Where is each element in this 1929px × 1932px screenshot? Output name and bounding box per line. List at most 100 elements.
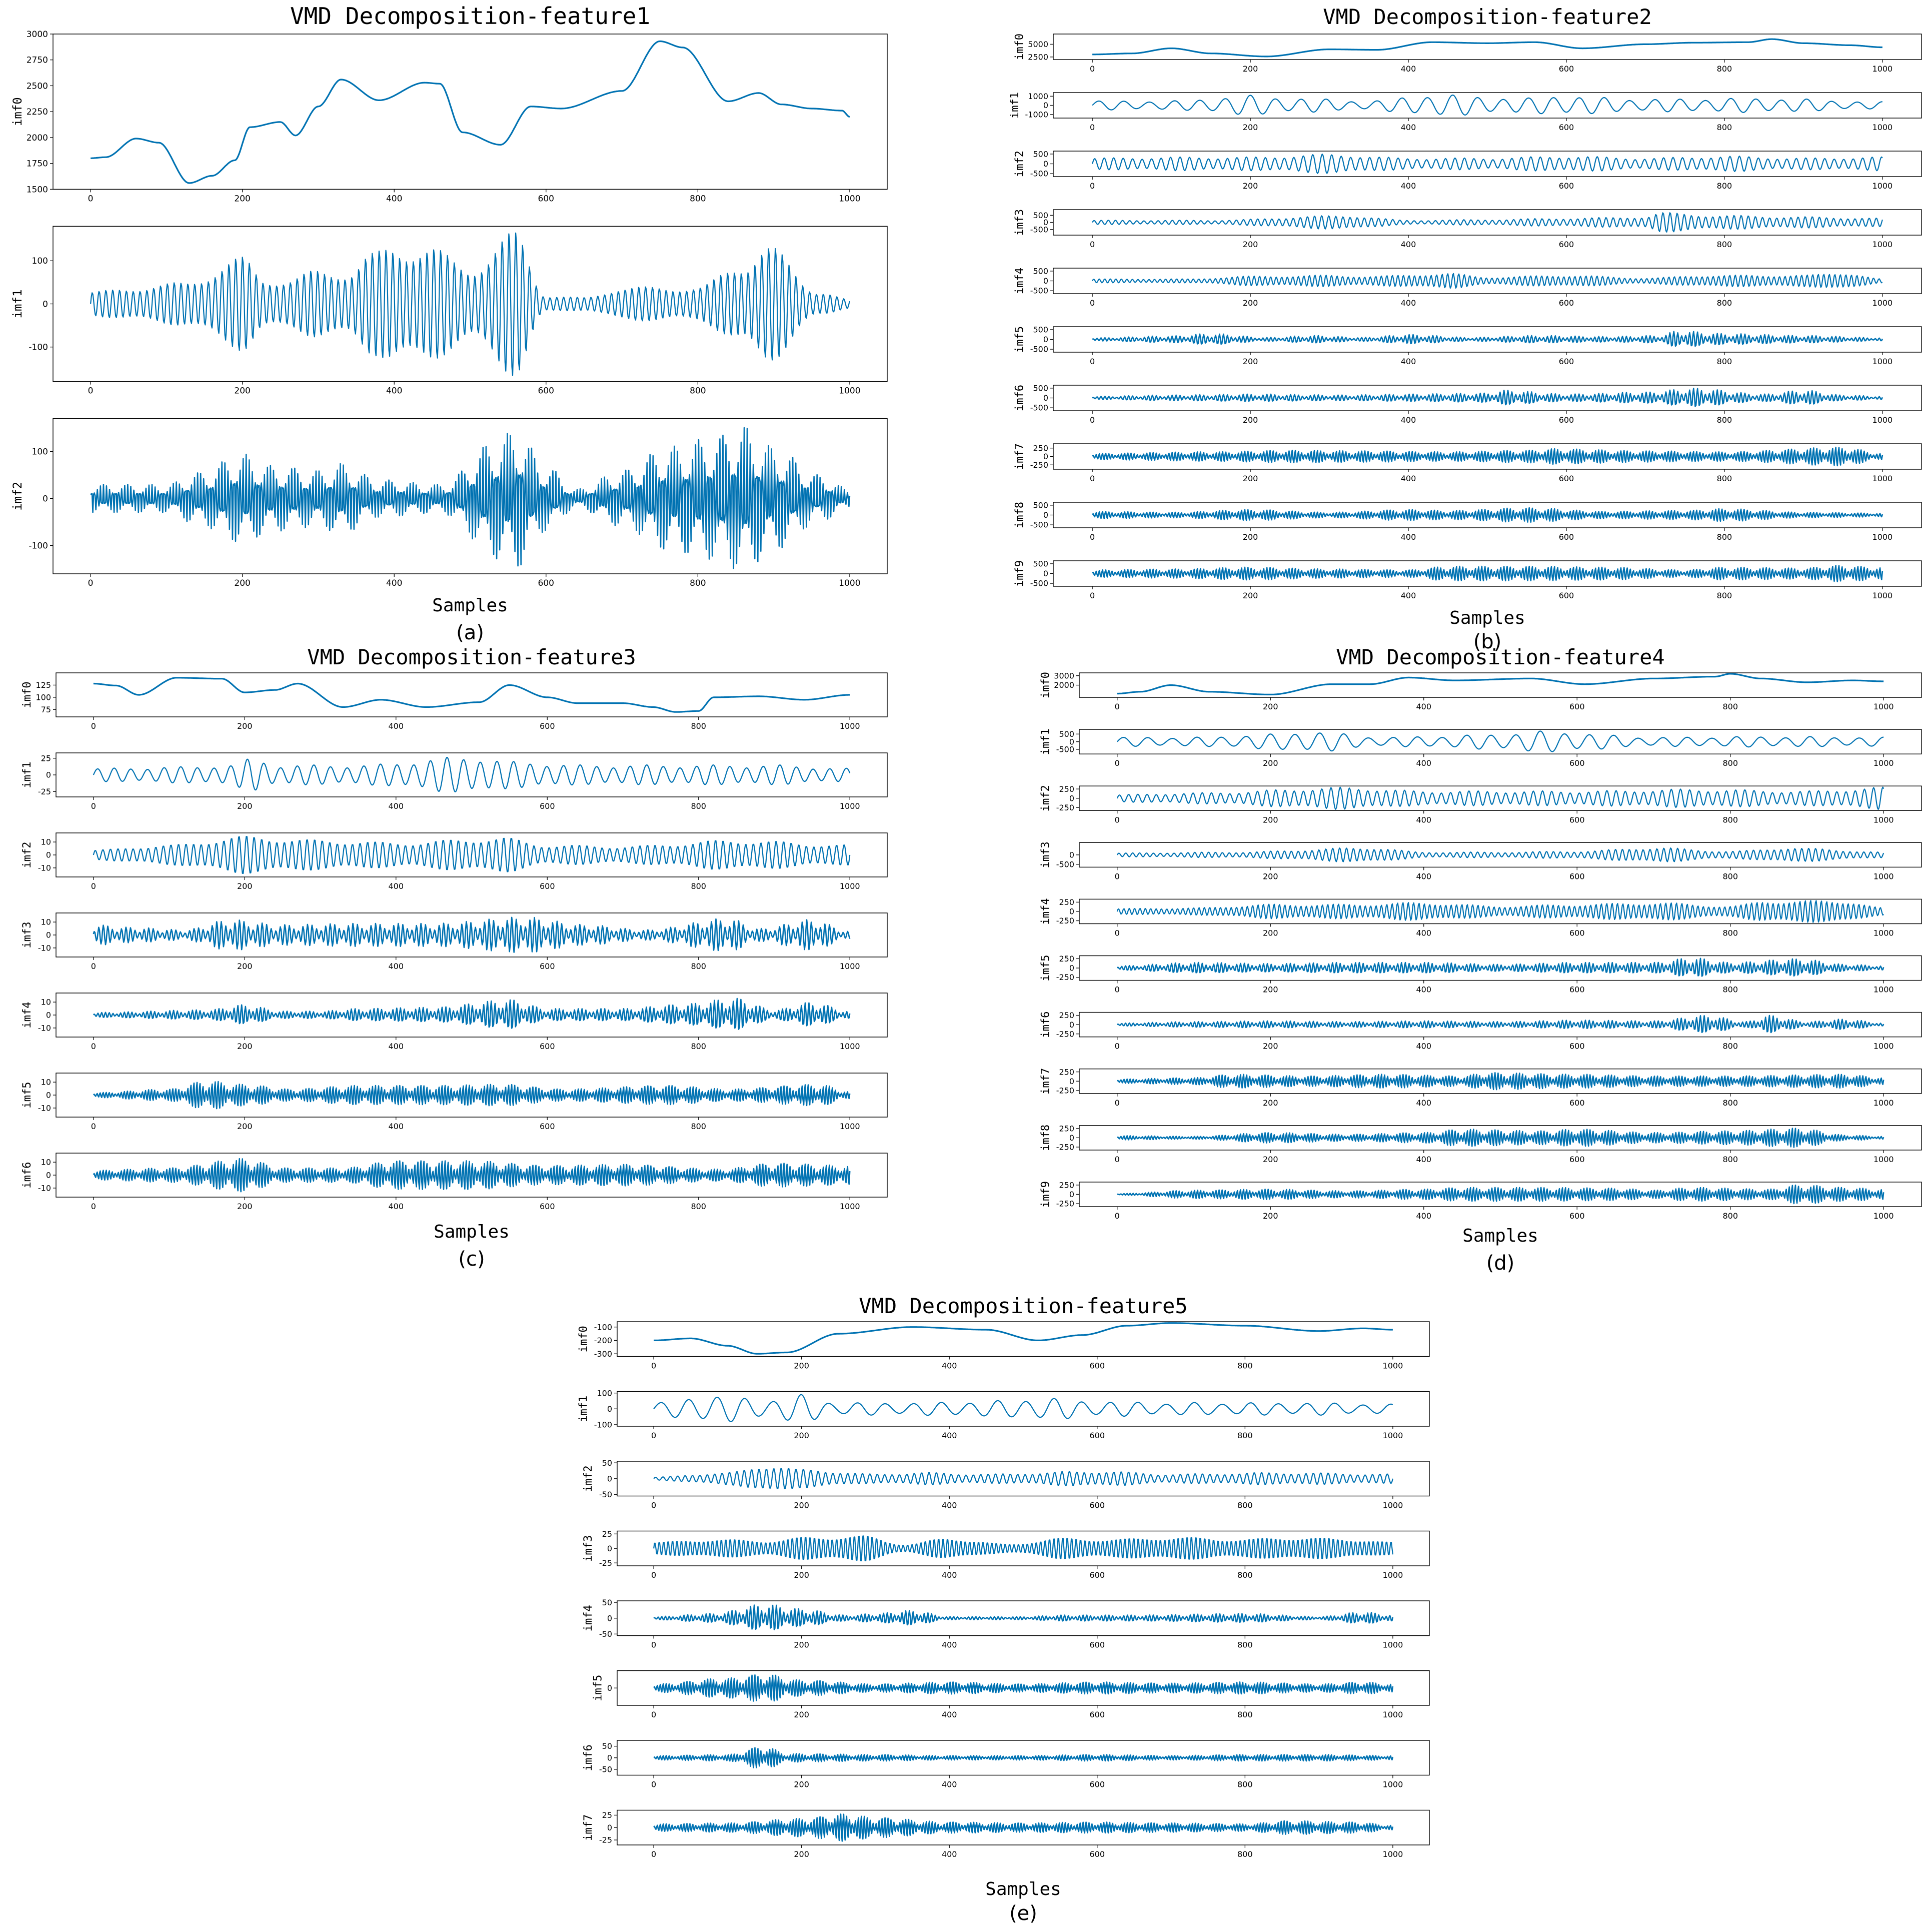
x-tick-label: 400 [388,961,404,971]
x-tick-label: 800 [1237,1361,1253,1371]
x-tick-label: 1000 [1383,1640,1403,1650]
x-tick-label: 0 [1090,415,1095,425]
x-tick-label: 1000 [839,578,860,588]
series-line-imf5 [653,1674,1394,1702]
x-tick-label: 0 [1115,1098,1120,1108]
x-tick-label: 800 [1717,298,1732,308]
subplot-imf1: 0 200 400 600 800 1000 25 0 -25 imf1 [21,752,888,811]
x-tick-label: 200 [1263,1155,1278,1164]
chart-panel-2: VMD Decomposition-feature2 0 200 400 600 800 1… [1009,5,1922,653]
x-tick-label: 1000 [839,386,860,396]
y-axis-label: imf6 [1040,1012,1052,1038]
x-tick-label: 200 [1243,181,1258,191]
x-tick-label: 600 [1569,1098,1585,1108]
y-tick-label: -50 [599,1490,612,1499]
y-tick-label: -200 [594,1336,612,1345]
y-tick-label: -10 [38,1183,51,1193]
y-tick-label: -50 [599,1765,612,1774]
x-tick-label: 600 [540,881,555,891]
x-tick-label: 0 [1115,1155,1120,1164]
y-tick-label: -100 [594,1420,612,1429]
y-tick-label: 5000 [1028,40,1048,49]
x-tick-label: 400 [1416,871,1431,881]
x-tick-label: 400 [1401,357,1416,366]
y-axis-label: imf0 [1040,672,1052,698]
y-tick-label: 0 [607,1613,612,1623]
y-tick-label: 0 [46,850,51,860]
x-tick-label: 200 [1243,123,1258,132]
x-tick-label: 1000 [1872,240,1893,249]
y-tick-label: 0 [607,1544,612,1553]
y-tick-label: 0 [1069,907,1074,916]
x-tick-label: 800 [1717,532,1732,542]
y-tick-label: -25 [599,1835,612,1845]
x-tick-label: 600 [1559,357,1574,366]
y-tick-label: 2500 [1028,53,1048,62]
x-tick-label: 800 [1717,415,1732,425]
x-tick-label: 600 [1569,1042,1585,1051]
x-tick-label: 1000 [1873,985,1894,995]
y-tick-label: 10 [41,1158,51,1167]
series-line-imf8 [1117,1128,1884,1148]
subplot-imf0: 0 200 400 600 800 1000 1500 1750 2000 2250 2500 275… [11,30,888,204]
y-tick-label: 0 [607,1753,612,1762]
x-tick-label: 0 [651,1710,656,1719]
y-tick-label: 0 [607,1404,612,1414]
x-tick-label: 400 [1401,415,1416,425]
subplot-imf6: 0 200 400 600 800 1000 10 0 -10 imf6 [21,1153,888,1211]
x-tick-label: 0 [1090,181,1095,191]
x-tick-label: 400 [942,1570,957,1580]
y-axis-label: imf0 [21,682,34,708]
x-tick-label: 1000 [1873,702,1894,711]
x-tick-label: 800 [1717,181,1732,191]
y-tick-label: 2000 [1054,680,1074,690]
x-tick-label: 400 [1416,1211,1431,1221]
y-tick-label: -500 [1030,520,1048,530]
series-line-imf0 [654,1322,1393,1355]
x-tick-label: 600 [1090,1361,1105,1371]
x-tick-label: 200 [1243,64,1258,74]
x-tick-label: 0 [88,194,94,204]
x-tick-label: 600 [540,801,555,811]
y-tick-label: -250 [1056,1029,1074,1039]
x-tick-label: 600 [538,386,554,396]
x-tick-label: 600 [1569,702,1585,711]
series-line-imf7 [1092,446,1883,467]
x-tick-label: 200 [794,1849,809,1859]
x-tick-label: 200 [794,1570,809,1580]
y-tick-label: 1750 [27,159,48,169]
axes-frame [1079,729,1922,754]
x-tick-label: 0 [1115,928,1120,938]
y-tick-label: 0 [1043,276,1048,286]
x-tick-label: 800 [1717,591,1732,600]
subplot-imf2: 0 200 400 600 800 1000 -100 0 100 imf2 [11,418,888,588]
subplot-imf4: 0 200 400 600 800 1000 10 0 -10 imf4 [21,993,888,1051]
x-tick-label: 1000 [1383,1849,1403,1859]
x-tick-label: 800 [690,386,706,396]
x-tick-label: 800 [1237,1570,1253,1580]
x-tick-label: 400 [1416,815,1431,824]
y-tick-label: 0 [1069,1190,1074,1199]
y-tick-label: -250 [1056,1199,1074,1209]
x-tick-label: 1000 [840,1122,860,1131]
x-tick-label: 1000 [1872,415,1893,425]
x-tick-label: 200 [1243,298,1258,308]
y-tick-label: -250 [1056,916,1074,925]
series-line-imf2 [1092,154,1883,174]
x-tick-label: 200 [1263,702,1278,711]
y-tick-label: 0 [1043,101,1048,110]
x-tick-label: 800 [1722,928,1738,938]
y-tick-label: 250 [1059,897,1074,907]
x-tick-label: 800 [690,194,706,204]
x-tick-label: 1000 [1383,1780,1403,1789]
x-tick-label: 200 [1243,474,1258,483]
x-tick-label: 0 [1090,240,1095,249]
x-tick-label: 400 [1401,591,1416,600]
x-tick-label: 0 [1090,591,1095,600]
panel-tag: (b) [1473,630,1502,653]
